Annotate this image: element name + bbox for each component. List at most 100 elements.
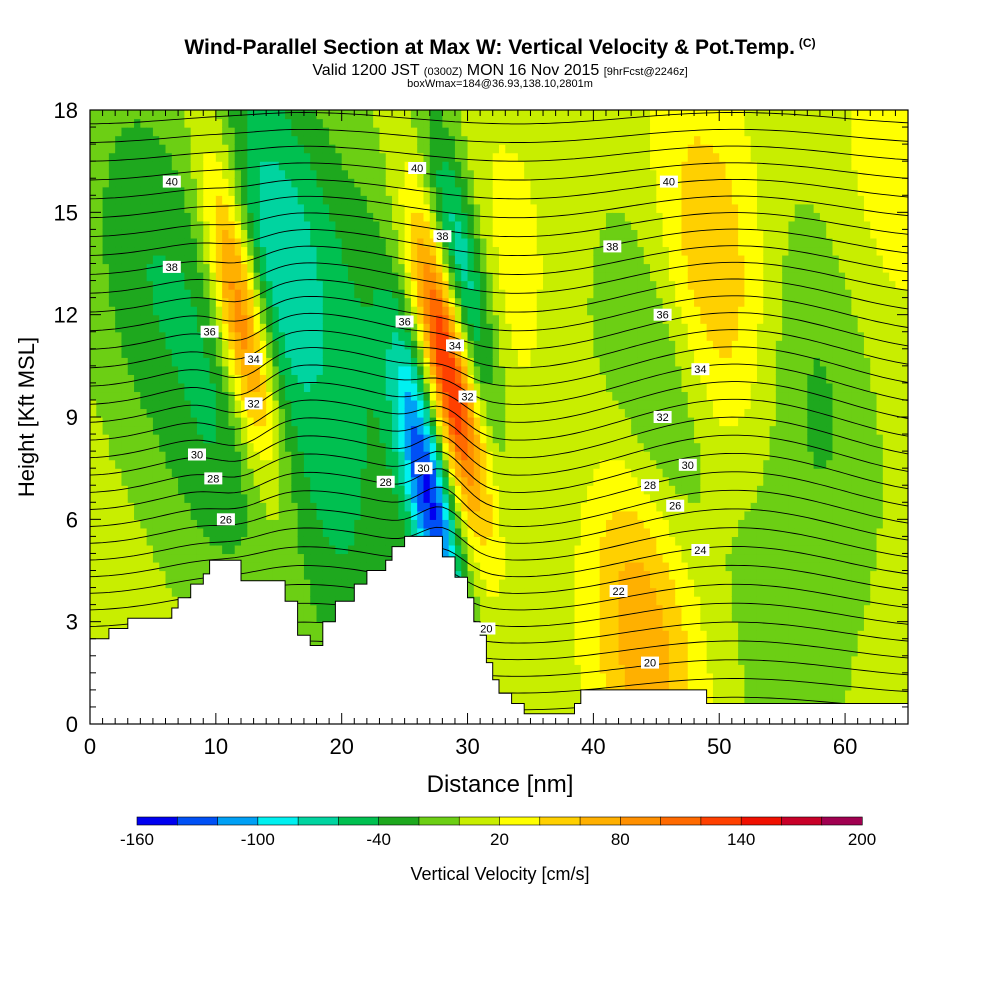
field-cell [285,203,292,213]
field-cell [467,417,475,427]
field-cell [203,144,211,154]
field-cell [297,417,305,427]
field-cell [241,144,248,154]
field-cell [184,579,192,589]
field-cell [448,152,456,162]
field-cell [448,502,456,512]
field-cell [272,254,280,265]
field-cell [404,220,412,230]
field-cell [410,306,418,316]
field-cell [272,229,280,239]
field-cell [134,280,141,290]
field-cell [366,178,374,188]
field-cell [196,493,204,503]
field-cell [473,570,481,580]
field-cell [228,178,236,188]
field-cell [442,399,450,410]
field-cell [398,476,406,486]
field-cell [278,237,286,248]
field-cell [209,212,217,222]
field-cell [467,152,475,162]
field-cell [335,399,343,410]
field-cell [499,127,506,137]
field-cell [102,280,110,290]
field-cell [291,587,299,597]
field-cell [115,561,123,572]
field-cell [505,655,513,665]
field-cell [165,587,173,597]
field-cell [134,246,141,256]
field-cell [140,203,148,213]
field-cell [241,246,248,256]
field-cell [347,451,355,461]
field-cell [253,536,261,546]
field-cell [310,570,318,580]
field-cell [385,493,393,503]
field-cell [241,493,248,503]
field-cell [461,570,469,580]
field-cell [190,510,198,520]
field-cell [184,144,192,154]
field-cell [505,587,513,597]
field-cell [505,348,513,358]
field-cell [272,561,280,572]
field-cell [341,118,349,128]
field-cell [303,621,311,631]
field-cell [297,544,305,555]
field-cell [436,195,443,205]
field-cell [203,212,211,222]
field-cell [259,289,267,299]
field-cell [366,442,374,452]
field-cell [115,621,123,631]
field-cell [310,237,318,248]
field-cell [385,272,393,282]
field-cell [373,110,381,120]
field-cell [347,391,355,401]
field-cell [467,110,475,120]
field-cell [385,220,393,230]
field-cell [354,280,362,290]
field-cell [272,212,280,222]
field-cell [385,263,393,273]
field-cell [146,425,154,435]
field-cell [228,417,236,427]
field-cell [442,527,450,537]
field-cell [184,212,192,222]
field-cell [373,382,381,393]
field-cell [96,237,104,248]
field-cell [373,365,381,375]
field-cell [259,135,267,145]
field-cell [316,246,324,256]
field-cell [310,314,318,324]
field-cell [303,323,311,333]
field-cell [127,587,135,597]
field-cell [127,604,135,614]
field-cell [341,374,349,384]
field-cell [505,536,513,546]
field-cell [436,118,443,128]
field-cell [241,297,248,307]
field-cell [410,527,418,537]
field-cell [316,510,324,520]
field-cell [134,220,141,230]
field-cell [347,374,355,384]
field-cell [266,212,274,222]
field-cell [442,434,450,444]
field-cell [467,161,475,171]
field-cell [146,229,154,239]
field-cell [222,144,230,154]
field-cell [392,297,399,307]
field-cell [297,323,305,333]
field-cell [517,536,525,546]
field-cell [272,536,280,546]
field-cell [404,263,412,273]
field-cell [140,561,148,572]
field-cell [398,220,406,230]
field-cell [366,553,374,563]
field-cell [511,127,519,137]
field-cell [140,510,148,520]
field-cell [486,485,494,495]
field-cell [165,493,173,503]
field-cell [297,297,305,307]
field-cell [297,169,305,179]
